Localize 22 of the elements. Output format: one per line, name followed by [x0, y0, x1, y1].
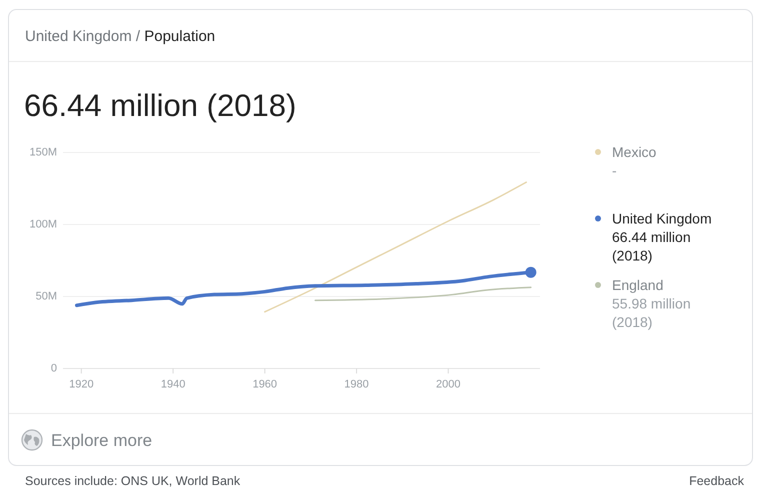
y-tick-label: 100M [29, 218, 57, 231]
line-series [264, 181, 527, 313]
chart-title: United Kingdom / Population [25, 28, 216, 45]
source-note: Sources include: ONS UK, World Bank [25, 474, 241, 488]
text: Feedback [689, 474, 745, 488]
y-tick-label: 150M [29, 146, 57, 159]
x-tick-label: 1920 [69, 378, 94, 390]
line-series [314, 286, 532, 302]
legend-label: Mexico [612, 144, 657, 160]
y-tick-label: 50M [36, 290, 57, 303]
x-tick-label: 1960 [252, 378, 278, 390]
text: Explore more [51, 431, 152, 450]
text: 55.98 million (2018) [612, 295, 691, 330]
text: - [612, 162, 617, 178]
x-tick-label: 1940 [160, 378, 186, 390]
x-tick-label: 1980 [344, 378, 369, 390]
y-tick-label: 0 [50, 362, 57, 375]
legend-label: England [612, 276, 664, 293]
legend-label: United Kingdom [612, 210, 712, 226]
text: 66.44 million (2018) [612, 228, 691, 264]
chart-subtitle: 66.44 million (2018) [24, 88, 296, 123]
x-tick-label: 2000 [436, 378, 461, 390]
